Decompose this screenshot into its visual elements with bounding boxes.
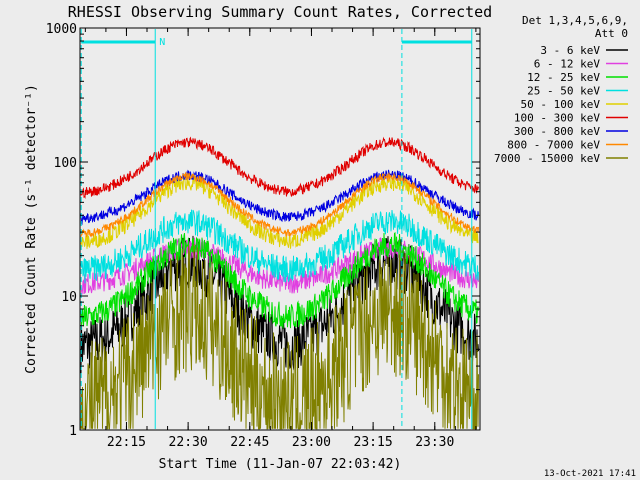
y-axis-label: Corrected Count Rate (s⁻¹ detector⁻¹) — [24, 84, 39, 374]
legend-label-8: 800 - 7000 keV — [507, 139, 600, 152]
legend-label-1: 3 - 6 keV — [540, 44, 600, 57]
x-tick-label-1: 22:15 — [107, 435, 146, 450]
flag-label: N — [159, 37, 165, 48]
x-tick-label-4: 23:00 — [292, 435, 331, 450]
legend-label-5: 50 - 100 keV — [521, 98, 601, 111]
series-line-5 — [80, 174, 479, 249]
legend-label-9: 7000 - 15000 keV — [494, 152, 600, 165]
x-tick-label-6: 23:30 — [415, 435, 454, 450]
series-line-1 — [80, 235, 479, 374]
y-tick-label-2: 10 — [61, 290, 77, 305]
marker-layer: N — [80, 29, 473, 429]
y-tick-label-4: 1000 — [46, 22, 77, 37]
legend-label-7: 300 - 800 keV — [514, 125, 600, 138]
series-line-6 — [80, 136, 479, 199]
legend-label-2: 6 - 12 keV — [534, 58, 601, 71]
x-tick-label-2: 22:30 — [169, 435, 208, 450]
series-line-3 — [80, 231, 479, 329]
y-tick-label-3: 100 — [54, 156, 77, 171]
chart-title: RHESSI Observing Summary Count Rates, Co… — [68, 3, 492, 21]
legend-label-4: 25 - 50 keV — [527, 85, 600, 98]
x-tick-label-3: 22:45 — [230, 435, 269, 450]
series-line-9 — [80, 243, 479, 430]
series-line-8 — [80, 171, 479, 238]
x-axis-label: Start Time (11-Jan-07 22:03:42) — [159, 457, 402, 472]
series-line-4 — [80, 209, 479, 284]
series-layer — [80, 136, 479, 430]
plot-frame — [79, 27, 481, 431]
legend-label-3: 12 - 25 keV — [527, 71, 600, 84]
y-tick-label-1: 1 — [69, 424, 77, 439]
legend-header-1: Det 1,3,4,5,6,9, — [522, 14, 628, 27]
legend-header-2: Att 0 — [595, 27, 628, 40]
x-tick-label-5: 23:15 — [354, 435, 393, 450]
legend-label-6: 100 - 300 keV — [514, 112, 600, 125]
axis-layer: 22:15 22:30 22:45 23:00 23:15 23:30 1 10 100 1000 — [46, 22, 480, 450]
footer-date: 13-Oct-2021 17:41 — [544, 469, 636, 479]
series-line-7 — [80, 169, 479, 226]
